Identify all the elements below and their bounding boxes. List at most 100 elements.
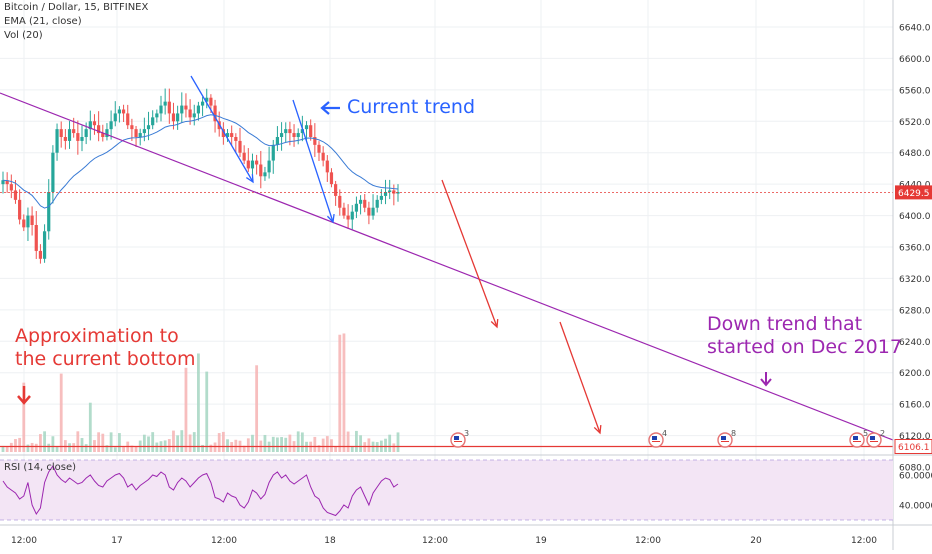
current-trend-label: Current trend	[347, 96, 476, 118]
red-projection-arrow	[441, 179, 498, 328]
candle-body	[230, 133, 234, 137]
volume-bar	[313, 436, 317, 452]
ema-legend: EMA (21, close)	[4, 16, 82, 27]
candle-body	[200, 101, 205, 106]
volume-bar	[147, 436, 150, 452]
candle-body	[92, 121, 97, 126]
x-tick-label: 12:00	[635, 536, 661, 546]
candle-body	[167, 101, 171, 114]
event-badge-flag	[853, 436, 858, 440]
event-badge-count: 8	[731, 429, 736, 438]
red-projection-arrow-head	[490, 318, 499, 329]
volume-bar	[167, 439, 171, 452]
volume-bar	[192, 432, 196, 452]
volume-bar	[317, 445, 321, 452]
blue-trend-arrow	[292, 99, 334, 223]
volume-bar	[76, 431, 80, 452]
volume-bar	[47, 443, 51, 452]
volume-bar	[280, 437, 283, 452]
candle-body	[213, 105, 217, 122]
candle-body	[379, 195, 383, 200]
y-tick-label: 6560.0	[899, 86, 931, 96]
candle-body	[383, 192, 388, 196]
support-price-tag	[894, 438, 932, 454]
candle-body	[34, 225, 38, 251]
volume-bar	[151, 432, 155, 452]
candle-body	[180, 105, 184, 114]
y-tick-label: 6600.0	[899, 55, 931, 65]
y-tick-label: 6200.0	[899, 369, 931, 379]
volume-bar	[226, 439, 229, 452]
candle-body	[163, 101, 167, 106]
current-trend-pointer-head	[320, 101, 330, 115]
approx-bottom-line1: Approximation to	[15, 325, 179, 347]
x-tick-label: 12:00	[851, 536, 877, 546]
volume-bar	[18, 437, 22, 452]
volume-bar	[209, 444, 213, 452]
candle-body	[26, 215, 30, 228]
volume-bar	[142, 434, 146, 452]
x-tick-label: 12:00	[211, 536, 237, 546]
event-badge-count: 5	[863, 429, 868, 438]
candle-body	[196, 105, 201, 114]
down-trend-line1: Down trend that	[707, 313, 863, 335]
volume-bar	[388, 434, 392, 452]
candle-body	[255, 160, 259, 165]
volume-bar	[26, 444, 30, 452]
candle-body	[67, 129, 72, 141]
x-tick-label: 19	[535, 536, 547, 546]
event-badge-flag	[652, 436, 657, 440]
candle-body	[334, 184, 338, 196]
down-trend-label: Down trend that started on Dec 2017	[707, 313, 902, 359]
candle-body	[22, 219, 26, 228]
candle-body	[121, 109, 126, 114]
candle-body	[267, 160, 271, 173]
volume-bar	[346, 431, 350, 452]
candle-body	[188, 109, 192, 118]
candles	[1, 88, 400, 264]
event-badge-count: 2	[880, 429, 885, 438]
candle-body	[271, 144, 275, 161]
rsi-pane: 60.0000 40.0000	[0, 459, 932, 521]
candle-body	[63, 137, 67, 141]
volume-legend: Vol (20)	[4, 30, 43, 41]
candle-body	[84, 129, 88, 137]
volume-bar	[330, 439, 333, 452]
volume-bar	[367, 438, 371, 452]
x-tick-label: 17	[111, 536, 122, 546]
volume-bar	[80, 438, 84, 452]
volume-bar	[172, 430, 175, 452]
volume-bar	[271, 436, 275, 452]
volume-bar	[176, 435, 180, 452]
candle-body	[313, 137, 317, 145]
current-price-label: 6429.5	[898, 189, 930, 199]
volume-bar	[201, 444, 204, 452]
candle-body	[309, 125, 313, 137]
event-badge-count: 4	[662, 429, 667, 438]
blue-trend-arrow-head	[326, 213, 335, 224]
volume-bar	[68, 443, 71, 452]
bottom-pointer-head	[17, 395, 31, 405]
candle-body	[38, 250, 43, 259]
candle-body	[80, 137, 84, 141]
candle-body	[113, 113, 117, 122]
candle-body	[363, 199, 367, 208]
candle-body	[1, 180, 5, 185]
candle-body	[279, 133, 284, 137]
candle-body	[225, 133, 230, 137]
volume-bar	[51, 436, 55, 452]
candle-body	[250, 160, 255, 169]
candle-body	[18, 199, 22, 220]
candle-body	[5, 180, 9, 185]
x-tick-label: 20	[750, 536, 762, 546]
candle-body	[134, 129, 138, 137]
rsi-tick-label: 40.0000	[899, 502, 932, 512]
volume-bar	[43, 431, 46, 452]
candle-body	[184, 105, 188, 110]
candle-body	[292, 133, 296, 137]
candle-body	[72, 129, 76, 134]
candle-body	[97, 125, 101, 134]
candle-body	[346, 215, 350, 220]
candle-body	[117, 109, 122, 114]
